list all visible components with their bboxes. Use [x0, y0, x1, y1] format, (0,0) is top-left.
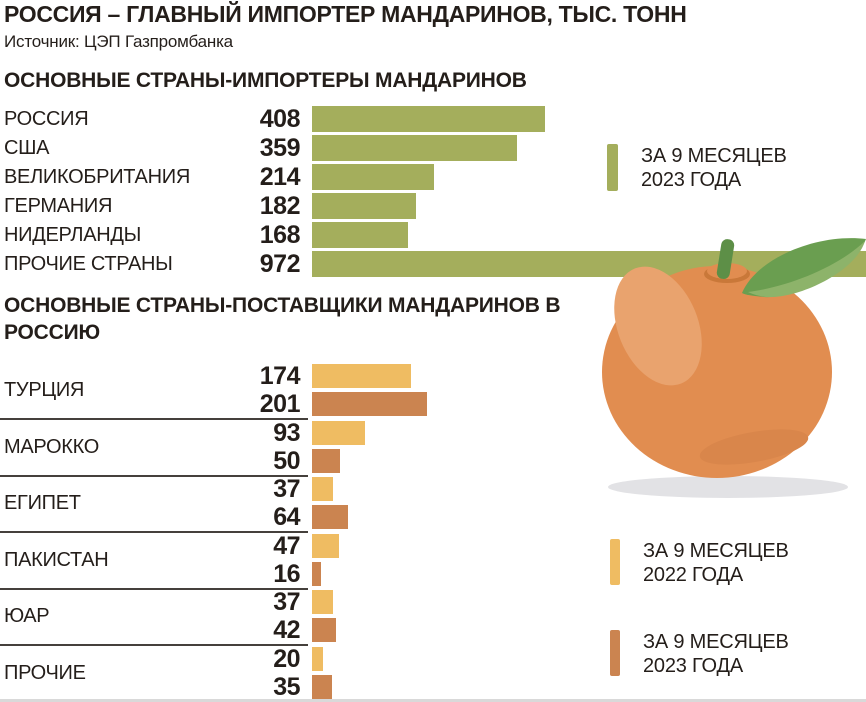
bar-2023 — [312, 164, 434, 190]
group-divider — [0, 644, 308, 646]
value-label: 168 — [259, 221, 301, 249]
country-label: ПАКИСТАН — [4, 548, 109, 571]
bar-2023 — [312, 392, 427, 416]
legend-line2: 2023 ГОДА — [643, 655, 743, 677]
legend-importers-2023: ЗА 9 МЕСЯЦЕВ 2023 ГОДА — [607, 144, 787, 192]
bar-2023 — [312, 106, 545, 132]
legend-label: ЗА 9 МЕСЯЦЕВ 2023 ГОДА — [641, 144, 787, 192]
value-label: 972 — [259, 250, 301, 278]
bar-2023 — [312, 561, 321, 586]
value-label-2023: 50 — [273, 446, 300, 475]
bar-2023 — [312, 618, 336, 642]
value-label-2023: 201 — [259, 390, 301, 418]
supplier-group: ЮАР 37 42 — [0, 590, 866, 646]
legend-suppliers-2022: ЗА 9 МЕСЯЦЕВ 2022 ГОДА — [610, 539, 789, 587]
legend-line1: ЗА 9 МЕСЯЦЕВ — [643, 540, 789, 562]
group-divider — [0, 531, 308, 533]
value-label-2022: 174 — [259, 362, 301, 390]
legend-marker-green — [607, 144, 618, 191]
bar-2023 — [312, 222, 408, 248]
bar-2023 — [312, 135, 517, 161]
legend-line2: 2023 ГОДА — [641, 169, 741, 191]
value-label-2022: 37 — [273, 588, 300, 616]
fruit-shadow — [608, 476, 848, 498]
value-label-2022: 93 — [273, 418, 300, 447]
country-label: США — [4, 137, 50, 159]
bar-2022 — [312, 533, 339, 558]
bar-2023 — [312, 505, 348, 529]
group-divider — [0, 418, 308, 420]
bar-2022 — [312, 590, 333, 614]
country-label: ПРОЧИЕ — [4, 661, 86, 684]
legend-label: ЗА 9 МЕСЯЦЕВ 2023 ГОДА — [643, 630, 789, 678]
value-label-2022: 20 — [273, 644, 300, 673]
country-label: МАРОККО — [4, 435, 99, 458]
supplier-group: ТУРЦИЯ 174 201 — [0, 364, 866, 420]
legend-label: ЗА 9 МЕСЯЦЕВ 2022 ГОДА — [643, 539, 789, 587]
supplier-group: ПРОЧИЕ 20 35 — [0, 644, 866, 702]
bar-2022 — [312, 364, 411, 388]
legend-line2: 2022 ГОДА — [643, 564, 743, 586]
bar-2022 — [312, 420, 365, 445]
importer-row: США 359 — [0, 135, 866, 161]
legend-line1: ЗА 9 МЕСЯЦЕВ — [643, 631, 789, 653]
supplier-group: МАРОККО 93 50 — [0, 418, 866, 477]
fruit-shade — [699, 429, 809, 465]
group-divider — [0, 587, 308, 590]
country-label: ЕГИПЕТ — [4, 492, 81, 514]
section-title-importers: ОСНОВНЫЕ СТРАНЫ-ИМПОРТЕРЫ МАНДАРИНОВ — [4, 69, 527, 92]
value-label: 214 — [259, 163, 301, 191]
country-label: ВЕЛИКОБРИТАНИЯ — [4, 166, 190, 188]
page-title: РОССИЯ – ГЛАВНЫЙ ИМПОРТЕР МАНДАРИНОВ, ТЫ… — [4, 1, 687, 27]
country-label: ЮАР — [4, 605, 50, 627]
importer-row: ГЕРМАНИЯ 182 — [0, 193, 866, 219]
value-label: 182 — [259, 192, 301, 220]
country-label: ТУРЦИЯ — [4, 379, 85, 401]
leaf-icon — [742, 238, 866, 298]
country-label: ГЕРМАНИЯ — [4, 195, 113, 217]
value-label-2023: 16 — [273, 559, 300, 588]
source-caption: Источник: ЦЭП Газпромбанка — [4, 32, 233, 51]
value-label: 359 — [259, 134, 301, 162]
value-label-2022: 37 — [273, 475, 300, 503]
importer-row: НИДЕРЛАНДЫ 168 — [0, 222, 866, 248]
importer-row: ВЕЛИКОБРИТАНИЯ 214 — [0, 164, 866, 190]
value-label-2023: 35 — [273, 672, 300, 701]
supplier-group: ЕГИПЕТ 37 64 — [0, 477, 866, 533]
mandarin-illustration — [602, 238, 866, 498]
bar-2022 — [312, 646, 323, 671]
legend-suppliers-2023: ЗА 9 МЕСЯЦЕВ 2023 ГОДА — [610, 630, 789, 678]
fruit-highlight — [614, 266, 702, 386]
group-divider — [0, 474, 308, 477]
leaf-underside — [748, 241, 865, 298]
legend-line1: ЗА 9 МЕСЯЦЕВ — [641, 145, 787, 167]
bar-2023 — [312, 193, 416, 219]
value-label-2023: 42 — [273, 616, 300, 644]
bottom-border — [0, 699, 866, 702]
legend-marker-2022 — [610, 539, 620, 585]
bar-2023 — [312, 674, 332, 699]
bar-2023 — [312, 448, 340, 473]
bar-2022 — [312, 477, 333, 501]
supplier-group: ПАКИСТАН 47 16 — [0, 531, 866, 590]
country-label: НИДЕРЛАНДЫ — [4, 224, 142, 246]
country-label: ПРОЧИЕ СТРАНЫ — [4, 253, 173, 275]
importer-row: РОССИЯ 408 — [0, 106, 866, 132]
value-label-2022: 47 — [273, 531, 300, 560]
legend-marker-2023 — [610, 630, 620, 676]
section-title-suppliers: ОСНОВНЫЕ СТРАНЫ-ПОСТАВЩИКИ МАНДАРИНОВ В … — [4, 294, 561, 344]
stem — [716, 239, 735, 279]
value-label: 408 — [259, 105, 301, 133]
country-label: РОССИЯ — [4, 108, 89, 130]
value-label-2023: 64 — [273, 503, 300, 531]
